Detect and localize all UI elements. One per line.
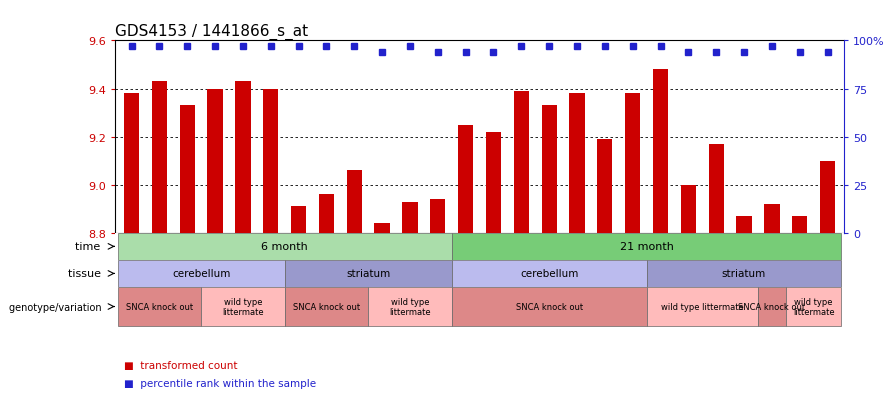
Text: genotype/variation: genotype/variation: [9, 302, 108, 312]
Text: ■  transformed count: ■ transformed count: [124, 360, 237, 370]
Text: 6 month: 6 month: [262, 242, 309, 252]
Text: 21 month: 21 month: [620, 242, 674, 252]
Bar: [235, 82, 251, 233]
Bar: [708, 145, 724, 233]
Text: SNCA knock out: SNCA knock out: [738, 302, 805, 311]
Bar: [458, 125, 473, 233]
Bar: [681, 185, 696, 233]
Bar: [347, 171, 362, 233]
Text: SNCA knock out: SNCA knock out: [126, 302, 193, 311]
Bar: [514, 92, 529, 233]
Bar: [598, 140, 613, 233]
Bar: [263, 89, 278, 233]
Bar: [452, 233, 842, 260]
Bar: [402, 202, 417, 233]
Bar: [285, 287, 369, 326]
Bar: [653, 70, 668, 233]
Text: wild type littermate: wild type littermate: [661, 302, 743, 311]
Bar: [375, 224, 390, 233]
Bar: [152, 82, 167, 233]
Bar: [179, 106, 195, 233]
Text: SNCA knock out: SNCA knock out: [293, 302, 360, 311]
Bar: [118, 260, 285, 287]
Bar: [736, 216, 751, 233]
Bar: [625, 94, 640, 233]
Bar: [786, 287, 842, 326]
Text: striatum: striatum: [347, 269, 391, 279]
Bar: [208, 89, 223, 233]
Bar: [486, 133, 501, 233]
Bar: [646, 287, 758, 326]
Bar: [118, 287, 202, 326]
Text: SNCA knock out: SNCA knock out: [515, 302, 583, 311]
Bar: [792, 216, 807, 233]
Bar: [542, 106, 557, 233]
Bar: [569, 94, 584, 233]
Bar: [285, 260, 452, 287]
Text: wild type
littermate: wild type littermate: [389, 297, 431, 316]
Bar: [646, 260, 842, 287]
Bar: [124, 94, 140, 233]
Bar: [452, 287, 646, 326]
Bar: [452, 260, 646, 287]
Bar: [819, 161, 835, 233]
Text: GDS4153 / 1441866_s_at: GDS4153 / 1441866_s_at: [115, 24, 308, 40]
Bar: [291, 207, 306, 233]
Text: cerebellum: cerebellum: [172, 269, 231, 279]
Text: time: time: [75, 242, 108, 252]
Text: cerebellum: cerebellum: [520, 269, 578, 279]
Bar: [319, 195, 334, 233]
Text: tissue: tissue: [68, 269, 108, 279]
Bar: [758, 287, 786, 326]
Text: wild type
littermate: wild type littermate: [793, 297, 834, 316]
Bar: [202, 287, 285, 326]
Text: striatum: striatum: [722, 269, 766, 279]
Bar: [431, 199, 446, 233]
Text: wild type
littermate: wild type littermate: [222, 297, 263, 316]
Text: ■  percentile rank within the sample: ■ percentile rank within the sample: [124, 378, 316, 388]
Bar: [369, 287, 452, 326]
Bar: [764, 204, 780, 233]
Bar: [118, 233, 452, 260]
